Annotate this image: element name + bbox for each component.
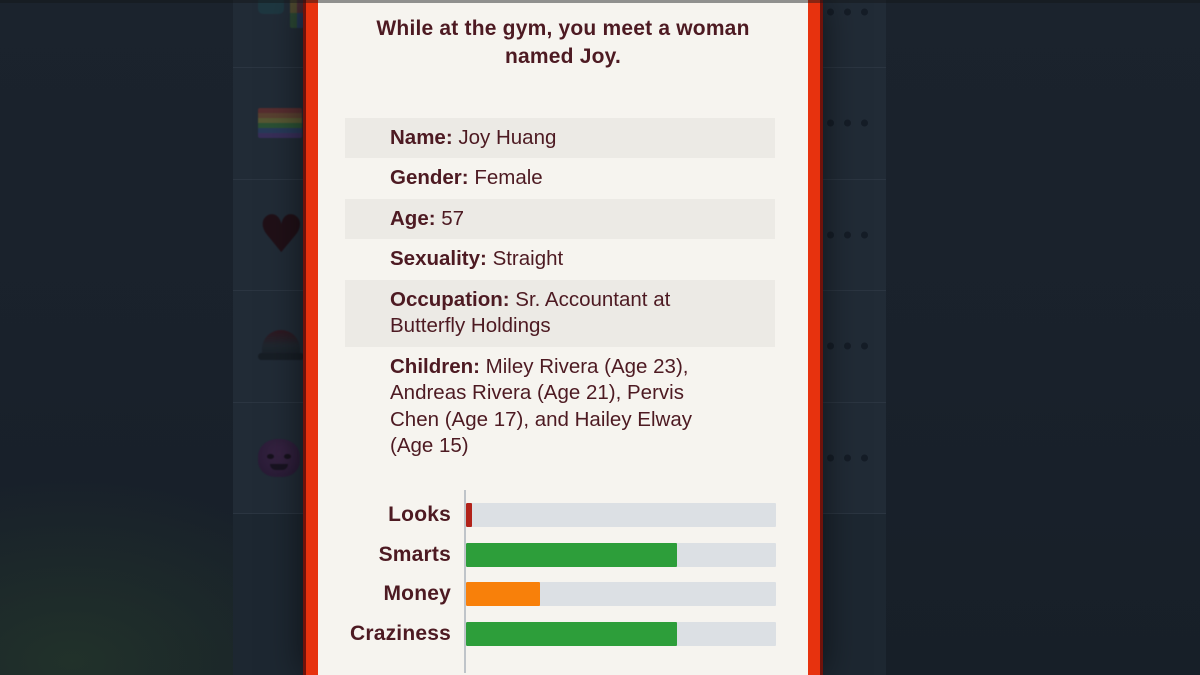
info-label: Gender:	[390, 166, 469, 190]
info-value: Sr. Accountant at Butterfly Holdings	[390, 287, 671, 338]
devil-face-icon	[258, 438, 300, 477]
stat-bar-track	[466, 582, 776, 606]
info-row-children: Children: Miley Rivera (Age 23), Andreas…	[345, 347, 775, 467]
ellipsis-menu-icon[interactable]	[827, 8, 868, 15]
stat-bar-track	[466, 621, 776, 646]
info-label: Name:	[390, 125, 453, 149]
info-row-name: Name: Joy Huang	[345, 117, 775, 159]
encounter-dialog-frame: While at the gym, you meet a woman named…	[303, 0, 823, 675]
stat-label: Money	[383, 582, 451, 605]
ellipsis-menu-icon[interactable]	[827, 342, 868, 350]
stat-bars-chart: Looks Smarts Money	[318, 490, 808, 673]
heart-icon: ♥	[258, 204, 305, 265]
ellipsis-menu-icon[interactable]	[827, 454, 868, 462]
info-label: Children:	[390, 354, 480, 378]
info-label: Sexuality:	[390, 247, 487, 271]
ellipsis-menu-icon[interactable]	[827, 231, 868, 239]
stat-bar-fill	[466, 582, 541, 606]
stat-row-looks: Looks	[318, 503, 808, 527]
stat-label: Looks	[388, 503, 451, 526]
info-value: Miley Rivera (Age 23), Andreas Rivera (A…	[390, 354, 692, 458]
info-value: 57	[441, 206, 465, 230]
ellipsis-menu-icon[interactable]	[827, 119, 868, 127]
stat-bar-track	[466, 542, 776, 567]
encounter-dialog: While at the gym, you meet a woman named…	[306, 0, 820, 675]
dialog-title: While at the gym, you meet a woman named…	[376, 17, 750, 68]
info-value: Joy Huang	[458, 125, 557, 149]
info-row-sexuality: Sexuality: Straight	[345, 239, 775, 280]
info-row-gender: Gender: Female	[345, 158, 775, 199]
stat-label: Craziness	[349, 621, 451, 645]
game-controller-icon	[258, 0, 304, 32]
info-value: Female	[474, 166, 543, 190]
rainbow-flag-icon	[258, 108, 302, 139]
stat-label: Smarts	[378, 542, 451, 566]
info-row-age: Age: 57	[345, 198, 775, 240]
stat-row-craziness: Craziness	[318, 621, 808, 646]
stat-row-smarts: Smarts	[318, 542, 808, 567]
cap-icon	[258, 330, 304, 362]
character-info-list: Name: Joy Huang Gender: Female Age: 57 S…	[345, 117, 775, 467]
stat-bar-track	[466, 503, 776, 527]
info-label: Age:	[390, 206, 436, 230]
stat-row-money: Money	[318, 582, 808, 606]
info-value: Straight	[492, 247, 564, 271]
info-label: Occupation:	[390, 287, 510, 311]
stat-bar-fill	[466, 621, 677, 646]
frame-top-edge	[0, 0, 1200, 3]
stat-bar-fill	[466, 542, 677, 567]
info-row-occupation: Occupation: Sr. Accountant at Butterfly …	[345, 279, 775, 347]
stat-bar-fill	[466, 503, 473, 527]
